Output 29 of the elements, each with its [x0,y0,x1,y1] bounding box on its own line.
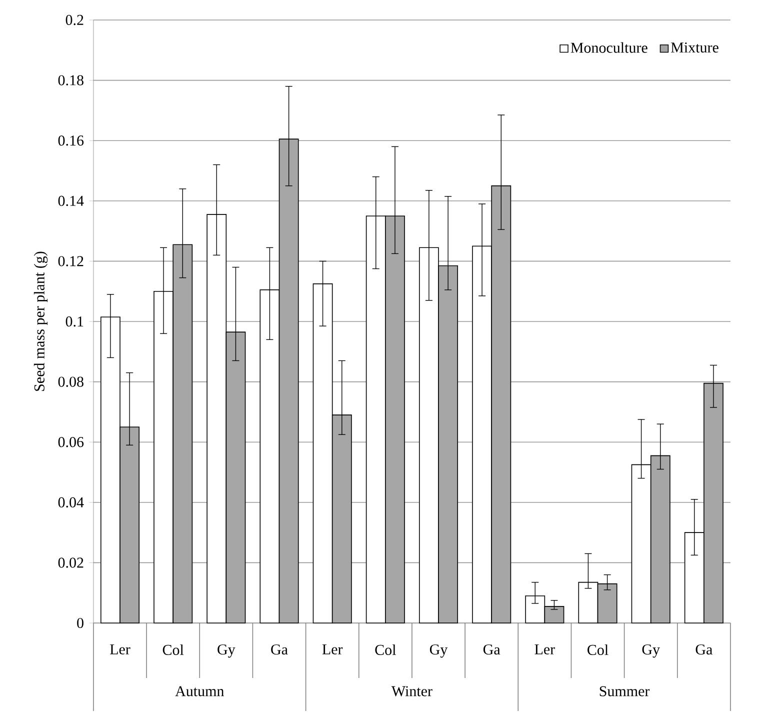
y-tick-label: 0.18 [58,75,84,86]
y-tick-label: 0.02 [58,558,84,568]
x-tick-label: Ler [322,644,343,654]
y-tick-label: 0.2 [66,14,84,26]
y-tick-label: 0.04 [58,497,84,508]
y-tick-label: 0.06 [58,437,84,448]
legend-label: Monoculture [570,42,648,53]
x-tick-label: Col [375,644,396,655]
x-tick-label: Ga [696,644,712,655]
y-tick-label: 0.16 [58,136,84,146]
y-tick-label: 0.1 [66,316,84,327]
x-tick-label: Gy [218,644,236,658]
y-axis-title: Seed mass per plant (g) [34,252,48,391]
x-tick-label: Gy [430,644,448,658]
x-tick-label: Ler [110,644,130,654]
text: Autumn [175,686,224,696]
x-tick-label: Gy [642,644,660,658]
legend-label: Mixture [671,42,718,53]
y-tick-label: 0 [77,618,84,628]
x-tick-label: Ler [534,644,555,654]
text: Winter [391,686,432,696]
y-tick-label: 0.12 [58,256,84,266]
x-tick-label: Ga [271,644,288,655]
x-tick-label: Col [588,644,608,655]
text: Summer [600,686,650,696]
x-tick-label: Col [162,644,184,655]
y-tick-label: 0.08 [58,376,84,387]
x-tick-label: Ga [483,644,500,655]
y-tick-label: 0.14 [58,196,84,206]
